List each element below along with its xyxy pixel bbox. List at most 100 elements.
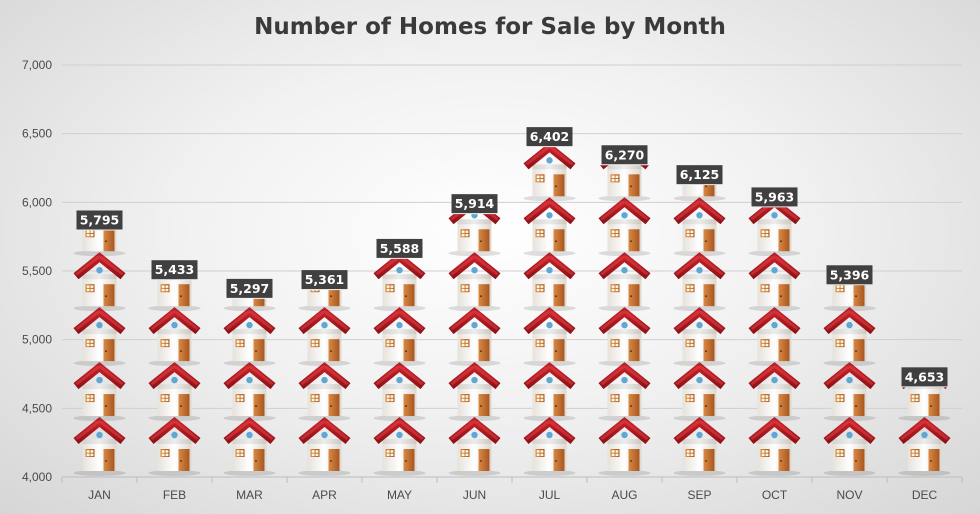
bar-jun <box>448 214 501 476</box>
house-icon <box>298 362 351 422</box>
data-label-text: 6,270 <box>605 147 645 162</box>
x-tick-label: JUN <box>463 488 486 502</box>
house-icon <box>448 417 501 476</box>
data-label-box <box>226 278 273 298</box>
house-icon <box>673 362 726 422</box>
house-icon <box>448 307 501 367</box>
data-label-box <box>76 210 123 230</box>
house-icon <box>148 307 201 367</box>
data-labels: 5,795 5,433 5,297 5,361 5,588 5,914 6,402 6,270… <box>76 127 948 387</box>
data-label: 5,433 <box>151 260 198 280</box>
house-icon <box>823 362 876 422</box>
data-label-box <box>376 238 423 258</box>
x-tick-label: APR <box>312 488 337 502</box>
x-tick-label: JUL <box>539 488 561 502</box>
house-icon <box>223 417 276 476</box>
bar-oct <box>748 207 801 476</box>
bar-feb <box>148 280 201 476</box>
house-icon <box>598 252 651 312</box>
bar-may <box>373 258 426 476</box>
data-label: 5,963 <box>751 187 798 207</box>
data-label-text: 5,795 <box>80 212 120 227</box>
data-label-text: 6,125 <box>680 167 720 182</box>
house-icon <box>823 417 876 476</box>
house-icon <box>298 307 351 367</box>
y-tick-label: 4,000 <box>22 470 52 484</box>
y-tick-label: 6,000 <box>22 195 52 209</box>
data-label-text: 6,402 <box>530 129 570 144</box>
house-icon <box>223 362 276 422</box>
data-label: 6,125 <box>676 165 723 185</box>
data-label-box <box>676 165 723 185</box>
y-tick-label: 6,500 <box>22 127 52 141</box>
house-icon <box>523 252 576 312</box>
bar-aug <box>598 165 651 476</box>
bar-jan <box>73 230 126 476</box>
house-icon <box>373 258 426 312</box>
bar-sep <box>673 185 726 476</box>
house-icon <box>673 197 726 257</box>
house-icon <box>523 197 576 257</box>
data-label: 4,653 <box>901 367 948 387</box>
data-label: 5,361 <box>301 270 348 290</box>
house-icon <box>898 417 951 476</box>
data-label: 6,402 <box>526 127 573 147</box>
house-icon <box>148 362 201 422</box>
x-tick-label: DEC <box>912 488 938 502</box>
data-label: 5,297 <box>226 278 273 298</box>
data-label-box <box>901 367 948 387</box>
x-tick-label: MAR <box>236 488 263 502</box>
house-icon <box>673 252 726 312</box>
data-label-box <box>526 127 573 147</box>
x-tick-label: SEP <box>687 488 711 502</box>
house-icon <box>523 307 576 367</box>
data-label: 5,396 <box>826 265 873 285</box>
house-icon <box>748 252 801 312</box>
bars <box>73 147 951 476</box>
x-tick-label: FEB <box>163 488 186 502</box>
house-icon <box>73 307 126 367</box>
y-tick-label: 4,500 <box>22 401 52 415</box>
house-icon <box>748 417 801 476</box>
data-label-box <box>151 260 198 280</box>
house-icon <box>523 147 576 202</box>
house-icon <box>448 362 501 422</box>
data-label-box <box>826 265 873 285</box>
house-icon <box>223 307 276 367</box>
house-icon <box>598 307 651 367</box>
house-icon <box>598 197 651 257</box>
house-icon <box>598 362 651 422</box>
data-label-text: 5,361 <box>305 272 345 287</box>
data-label: 5,795 <box>76 210 123 230</box>
x-tick-label: OCT <box>762 488 788 502</box>
data-label-text: 5,433 <box>155 262 195 277</box>
x-tick-label: NOV <box>836 488 862 502</box>
house-icon <box>448 252 501 312</box>
data-label-box <box>751 187 798 207</box>
x-tick-label: MAY <box>387 488 412 502</box>
y-tick-label: 7,000 <box>22 58 52 72</box>
house-icon <box>748 362 801 422</box>
house-icon <box>298 417 351 476</box>
x-tick-label: JAN <box>88 488 111 502</box>
house-icon <box>373 362 426 422</box>
data-label-box <box>601 145 648 165</box>
data-label-text: 5,914 <box>455 196 495 211</box>
data-label-box <box>451 194 498 214</box>
house-icon <box>748 307 801 367</box>
house-icon <box>373 417 426 476</box>
house-icon <box>148 417 201 476</box>
data-label: 5,914 <box>451 194 498 214</box>
y-tick-label: 5,000 <box>22 333 52 347</box>
chart-title: Number of Homes for Sale by Month <box>254 14 726 40</box>
axes: 4,000 4,500 5,000 5,500 6,000 6,500 7,000 JAN FE… <box>22 58 963 502</box>
house-icon <box>73 362 126 422</box>
data-label-text: 4,653 <box>905 369 945 384</box>
data-label: 6,270 <box>601 145 648 165</box>
bar-nov <box>823 285 876 476</box>
house-icon <box>673 307 726 367</box>
data-label: 5,588 <box>376 238 423 258</box>
data-label-text: 5,297 <box>230 281 270 296</box>
house-icon <box>523 417 576 476</box>
